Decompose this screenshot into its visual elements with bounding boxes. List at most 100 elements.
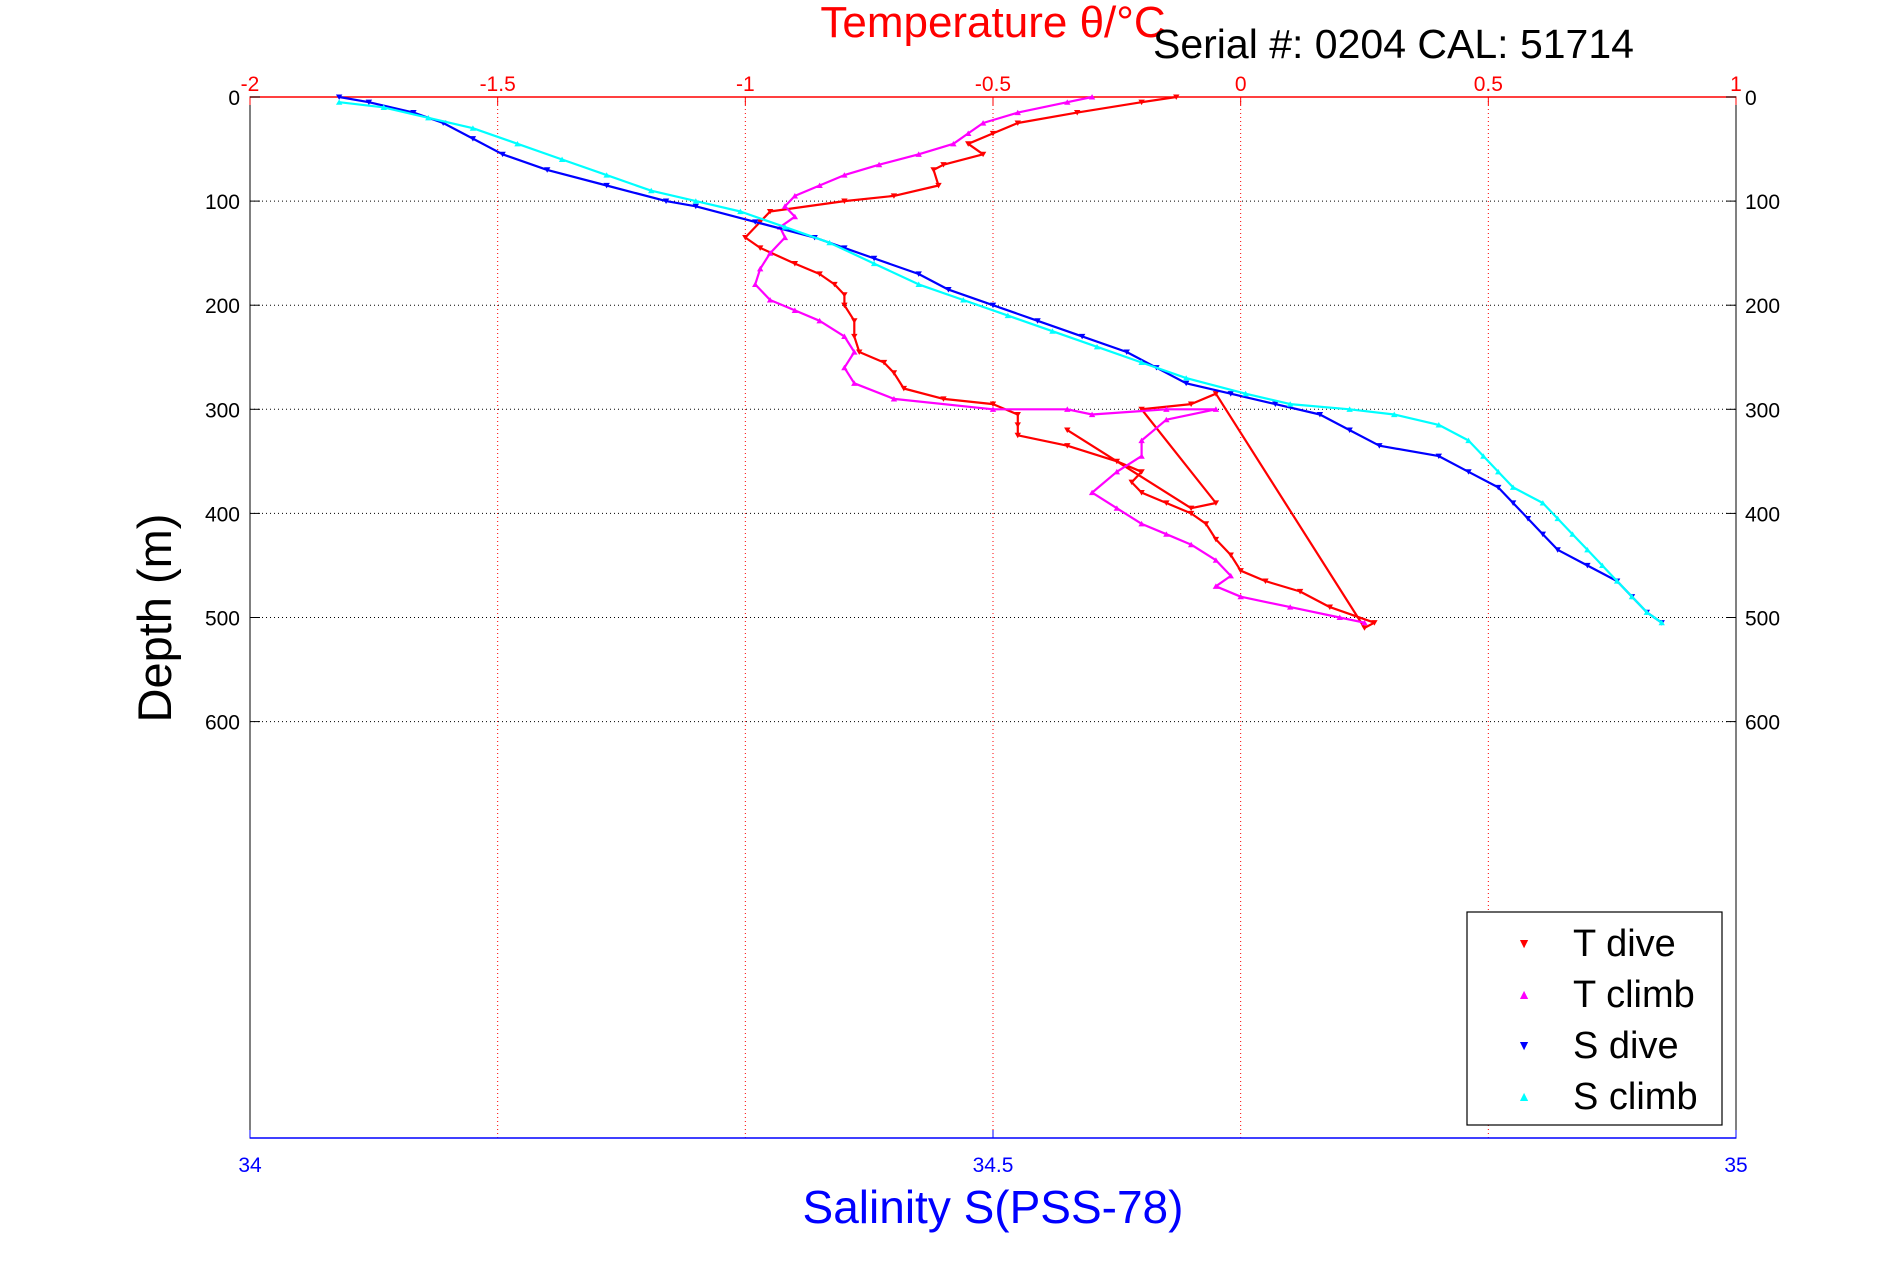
data-point (544, 167, 551, 173)
data-point (1361, 625, 1368, 631)
data-point (816, 271, 823, 277)
data-point (841, 302, 848, 309)
series-t-dive (742, 94, 1378, 631)
data-point (1113, 505, 1121, 511)
data-point (1584, 562, 1591, 569)
data-point (989, 406, 997, 412)
data-point (603, 182, 610, 189)
data-point (915, 271, 922, 277)
data-point (945, 287, 952, 293)
data-point (1064, 406, 1071, 412)
data-point (742, 234, 749, 241)
series-trace (754, 95, 1365, 624)
data-layer (335, 94, 1665, 631)
series-s-dive (335, 94, 1665, 626)
data-point (1163, 406, 1170, 412)
data-point (1014, 422, 1021, 428)
data-point (1227, 552, 1234, 558)
top-tick-label: -0.5 (975, 73, 1011, 96)
data-point (1509, 500, 1517, 506)
data-point (603, 172, 610, 178)
data-point (499, 151, 506, 158)
data-point (1187, 505, 1195, 512)
top-tick-label: 1 (1730, 73, 1742, 96)
data-point (826, 239, 833, 246)
data-point (756, 245, 764, 251)
data-point (1539, 500, 1547, 506)
data-point (1138, 453, 1145, 459)
data-point (1569, 531, 1576, 537)
data-point (841, 245, 848, 251)
legend-box (1466, 911, 1723, 1126)
data-point (1212, 583, 1220, 589)
legend-label-t-climb: T climb (1573, 974, 1695, 1016)
data-point (890, 396, 898, 402)
data-point (856, 349, 863, 355)
data-point (1014, 432, 1021, 439)
data-point (1202, 521, 1210, 527)
data-point (870, 255, 878, 262)
data-point (514, 140, 521, 147)
data-point (766, 250, 774, 256)
data-point (851, 349, 858, 355)
data-point (1074, 110, 1081, 116)
data-point (1014, 411, 1021, 418)
data-point (1163, 531, 1170, 537)
data-point (841, 198, 848, 204)
data-point (831, 281, 838, 288)
legend-marker-t-dive: ▼ (1517, 935, 1531, 951)
data-point (1187, 401, 1195, 407)
data-point (1346, 427, 1353, 433)
data-point (1316, 411, 1324, 418)
data-point (989, 401, 997, 407)
top-tick-label: 0.5 (1474, 73, 1503, 96)
data-point (1088, 94, 1096, 100)
data-point (1212, 557, 1220, 563)
data-point (1524, 516, 1532, 522)
data-point (841, 364, 848, 371)
data-point (1014, 109, 1021, 116)
serial-label: Serial #: 0204 CAL: 51714 (1153, 21, 1634, 67)
left-tick-label: 500 (205, 608, 240, 631)
data-point (335, 99, 343, 105)
data-point (841, 172, 848, 178)
data-point (558, 156, 566, 163)
top-tick-label: -2 (241, 73, 260, 96)
data-point (979, 120, 987, 126)
data-point (1212, 406, 1220, 412)
data-point (965, 130, 972, 136)
data-point (1138, 99, 1145, 106)
data-point (1272, 401, 1279, 407)
data-point (940, 396, 947, 402)
x-axis-label-bottom: Salinity S(PSS-78) (803, 1181, 1184, 1233)
data-point (851, 333, 858, 340)
right-tick-label: 500 (1745, 608, 1780, 631)
data-point (1554, 515, 1561, 522)
data-point (875, 161, 883, 168)
data-point (890, 370, 898, 376)
data-point (1554, 547, 1561, 553)
data-point (380, 104, 387, 110)
data-point (1227, 572, 1234, 579)
data-point (1643, 609, 1651, 615)
data-point (766, 297, 774, 303)
legend-label-s-dive: S dive (1573, 1025, 1679, 1067)
data-point (1212, 536, 1220, 543)
left-tick-label: 400 (205, 503, 240, 526)
data-point (1509, 484, 1517, 490)
data-point (930, 167, 937, 173)
data-point (1212, 500, 1220, 506)
right-tick-label: 300 (1745, 399, 1780, 422)
data-point (1465, 469, 1472, 475)
data-point (915, 151, 922, 157)
series-trace (744, 95, 1376, 629)
data-point (989, 302, 997, 309)
data-point (1064, 427, 1071, 433)
data-point (1163, 500, 1170, 506)
data-point (737, 208, 744, 215)
data-point (1262, 578, 1269, 584)
legend-marker-s-climb: ▲ (1517, 1088, 1531, 1104)
data-point (648, 187, 655, 194)
data-point (1182, 380, 1190, 387)
